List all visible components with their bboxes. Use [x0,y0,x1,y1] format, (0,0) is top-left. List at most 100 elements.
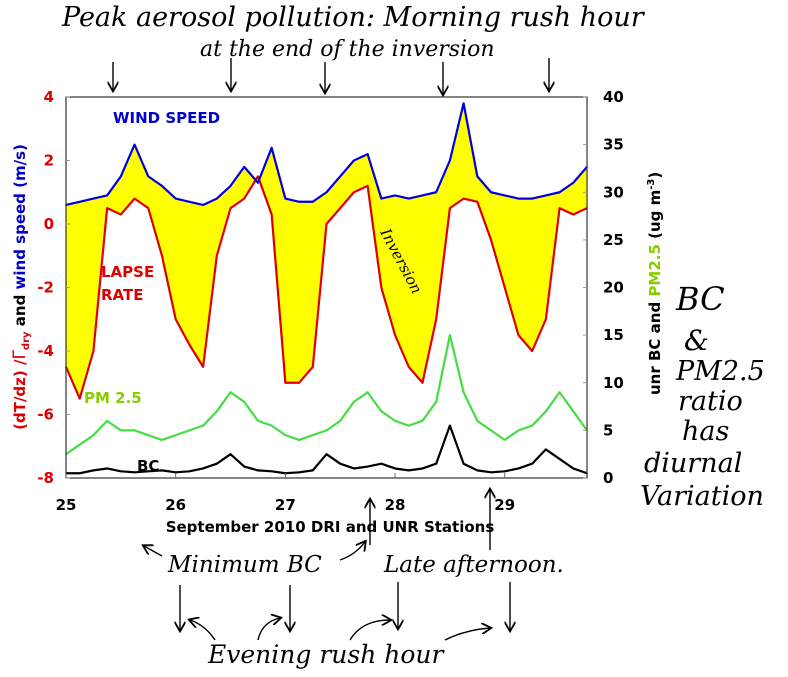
svg-text:Variation: Variation [640,481,764,512]
data-point-lapse-rate [270,213,273,216]
y-left-tick-label: -8 [37,469,54,487]
data-point-pm-2-5 [270,424,273,427]
data-point-bc [202,467,204,470]
svg-text:diurnal: diurnal [644,448,742,479]
data-point-wind-speed [353,159,355,162]
data-point-pm-2-5 [174,434,177,436]
data-point-bc [243,465,246,468]
data-point-pm-2-5 [284,434,287,436]
data-point-bc [257,469,259,472]
data-point-pm-2-5 [188,429,191,432]
data-point-bc [270,470,273,473]
data-point-lapse-rate [229,207,232,209]
data-point-lapse-rate [284,381,287,384]
data-point-lapse-rate [257,175,259,178]
data-point-wind-speed [243,166,246,168]
data-point-pm-2-5 [503,439,506,441]
data-point-bc [325,453,328,455]
data-point-wind-speed [476,175,479,178]
data-point-pm-2-5 [353,401,355,403]
data-point-lapse-rate [120,213,122,216]
data-point-bc [78,472,81,475]
annotation-side-note: BC & PM2.5 ratio has diurnal Variation [640,280,765,512]
data-point-lapse-rate [462,197,465,200]
data-point-bc [545,448,547,451]
data-point-wind-speed [366,153,369,155]
legend-bc: BC [137,457,159,475]
data-point-bc [572,467,575,470]
arrow-curved-icon [190,620,216,641]
y-left-tick-label: 2 [44,152,54,170]
plot-area [64,102,588,475]
data-point-lapse-rate [449,207,451,209]
y-left-tick-label: -2 [37,279,54,297]
data-point-pm-2-5 [325,429,328,432]
data-point-lapse-rate [545,318,547,321]
data-point-lapse-rate [202,366,204,368]
data-point-lapse-rate [366,185,369,187]
data-point-pm-2-5 [366,391,369,394]
y-right-tick-label: 30 [603,183,624,201]
arrow-curved-icon [339,542,365,561]
data-point-bc [517,467,520,470]
data-point-bc [435,462,437,465]
data-point-pm-2-5 [216,410,218,413]
data-point-lapse-rate [339,207,342,209]
data-point-wind-speed [257,181,259,184]
data-point-lapse-rate [92,350,95,352]
data-point-wind-speed [270,147,273,149]
data-point-wind-speed [394,194,396,197]
data-point-pm-2-5 [435,401,437,403]
data-point-bc [298,471,300,474]
data-point-pm-2-5 [421,420,424,422]
data-point-bc [229,453,232,455]
annotation-title-2: at the end of the inversion [200,37,495,62]
data-point-bc [161,469,163,472]
legend-pm25: PM 2.5 [84,389,142,407]
data-point-wind-speed [92,197,95,200]
data-point-pm-2-5 [380,410,383,413]
data-point-wind-speed [503,194,506,197]
data-point-bc [531,462,533,465]
data-point-wind-speed [545,194,547,197]
legend-lapse-rate-1: LAPSE [101,263,154,281]
y-left-tick-label: 4 [44,88,54,106]
data-point-pm-2-5 [92,434,95,436]
data-point-bc [174,471,177,474]
y-left-tick-label: -4 [37,342,54,360]
data-point-lapse-rate [174,318,177,321]
data-point-pm-2-5 [462,391,465,394]
data-point-lapse-rate [435,318,437,321]
y-right-tick-label: 35 [603,136,624,154]
data-point-wind-speed [174,197,177,200]
data-point-lapse-rate [147,207,150,209]
data-point-lapse-rate [325,223,328,225]
data-point-pm-2-5 [490,429,492,432]
data-point-pm-2-5 [572,410,575,413]
annotation-arrows [113,58,549,641]
data-point-pm-2-5 [476,420,479,422]
data-point-wind-speed [188,200,191,203]
series-line-pm-2-5 [65,334,588,456]
data-point-wind-speed [229,185,232,187]
data-point-bc [558,458,561,460]
inversion-fill [66,103,587,399]
annotation-minimum-bc: Minimum BC [167,552,322,578]
y-right-tick-label: 20 [603,279,624,297]
data-point-lapse-rate [133,197,136,200]
data-point-wind-speed [421,194,424,197]
data-point-bc [311,469,314,472]
arrow-curved-icon [257,618,280,641]
data-point-pm-2-5 [120,429,122,432]
svg-text:BC: BC [675,280,725,318]
x-tick-label: 28 [385,496,406,514]
data-point-wind-speed [407,197,410,200]
data-point-lapse-rate [243,197,246,200]
y-right-tick-label: 10 [603,374,624,392]
data-point-lapse-rate [216,254,218,257]
data-point-wind-speed [311,200,314,203]
data-point-lapse-rate [503,286,506,289]
data-point-bc [147,470,150,473]
arrow-curved-icon [444,628,490,641]
annotation-evening-rush: Evening rush hour [207,640,445,669]
